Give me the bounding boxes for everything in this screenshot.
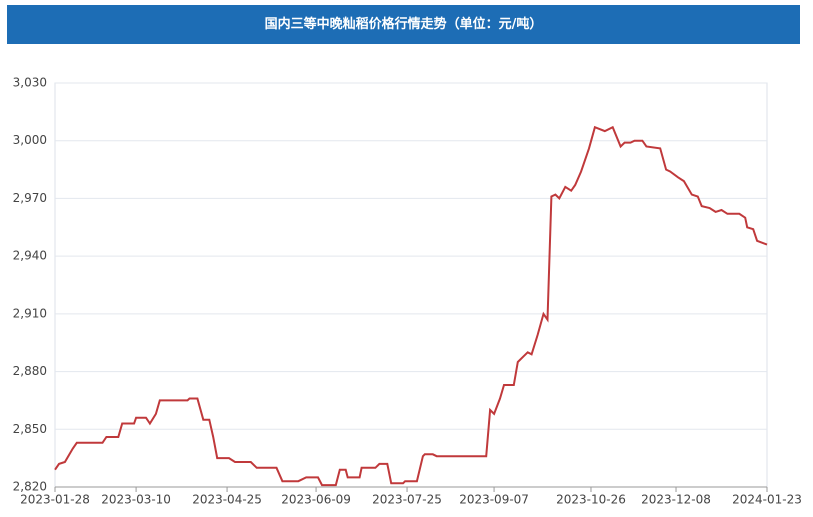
x-tick-label: 2023-09-07 [459,493,529,507]
price-line [54,125,768,487]
y-tick-label: 3,030 [13,76,47,90]
y-tick-label: 3,000 [13,133,47,147]
x-tick-label: 2023-06-09 [281,493,351,507]
x-tick-label: 2023-12-08 [641,493,711,507]
plot-frame [54,82,768,488]
y-tick-label: 2,970 [13,191,47,205]
x-tick-label: 2023-07-25 [372,493,442,507]
y-tick-label: 2,910 [13,306,47,320]
x-tick-label: 2024-01-23 [732,493,802,507]
x-tick-label: 2023-10-26 [556,493,626,507]
y-tick-label: 2,850 [13,422,47,436]
x-tick-label: 2023-01-28 [20,493,90,507]
x-tick-label: 2023-03-10 [101,493,171,507]
x-tick-label: 2023-04-25 [192,493,262,507]
y-tick-label: 2,880 [13,364,47,378]
chart-title: 国内三等中晚籼稻价格行情走势（单位：元/吨） [7,5,800,44]
y-tick-label: 2,820 [13,480,47,494]
y-tick-label: 2,940 [13,249,47,263]
